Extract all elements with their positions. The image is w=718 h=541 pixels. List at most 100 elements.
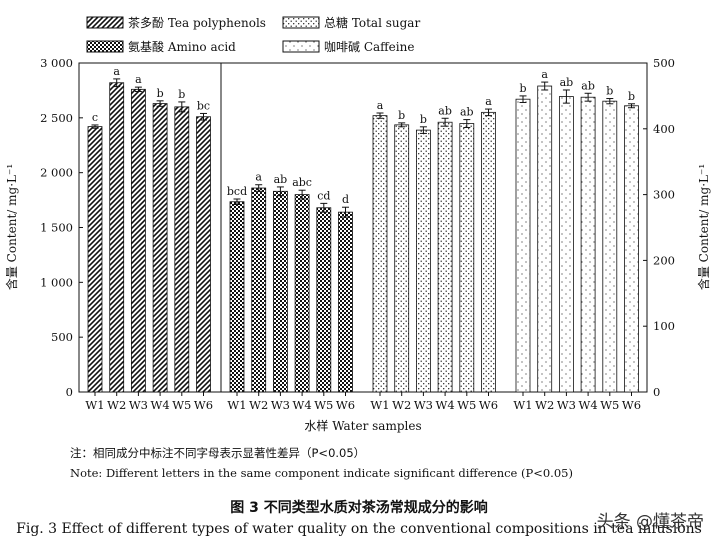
error-bar [376, 112, 384, 119]
x-tick-label: W6 [336, 398, 355, 412]
x-tick-label: W1 [370, 398, 389, 412]
x-tick-label: W2 [392, 398, 411, 412]
legend-label-caffeine: 咖啡碱 Caffeine [324, 39, 414, 54]
y-left-tick-label: 500 [51, 330, 73, 344]
significance-letter: ab [460, 106, 474, 119]
y-left-tick-label: 3 000 [40, 56, 73, 70]
significance-letter: b [606, 85, 613, 98]
significance-letter: c [92, 111, 98, 124]
bar-w4 [294, 194, 310, 393]
bar-w6 [196, 116, 211, 393]
bar-w1 [229, 201, 245, 393]
x-tick-label: W1 [513, 398, 532, 412]
significance-letter: b [519, 82, 526, 95]
bar-w6 [481, 111, 496, 393]
error-bar [419, 126, 427, 134]
legend-item-total-sugar: 总糖 Total sugar [282, 15, 420, 30]
bar-w1 [372, 115, 388, 393]
error-bar [298, 189, 306, 200]
y-left-tick-label: 0 [66, 385, 73, 399]
error-bar [233, 198, 241, 205]
x-tick-label: W5 [600, 398, 619, 412]
x-tick-label: W2 [535, 398, 554, 412]
significance-letter: b [420, 113, 427, 126]
bar-w5 [459, 123, 475, 393]
significance-letter: a [135, 73, 142, 86]
bar-w2 [251, 187, 267, 393]
bar-w6 [624, 105, 639, 393]
error-bar [134, 86, 142, 93]
significance-letter: a [485, 95, 492, 108]
x-tick-label: W3 [557, 398, 576, 412]
legend-item-tea-polyphenols: 茶多酚 Tea polyphenols [86, 15, 266, 30]
x-tick-label: W2 [249, 398, 268, 412]
y-right-tick-label: 300 [653, 188, 675, 202]
error-bar [441, 117, 449, 127]
error-bar [463, 119, 471, 128]
error-bar [320, 202, 328, 213]
bar-w3 [559, 96, 574, 393]
significance-letter: ab [560, 76, 574, 89]
legend-item-amino-acid: 氨基酸 Amino acid [86, 39, 236, 54]
bar-w4 [437, 121, 453, 393]
significance-letter: a [113, 65, 120, 78]
bar-w6 [338, 211, 353, 393]
error-bar [541, 81, 549, 91]
x-tick-label: W5 [457, 398, 476, 412]
significance-letter: ab [438, 104, 452, 117]
x-tick-label: W6 [622, 398, 641, 412]
y-axis-left-title: 含量 Content/ mg·L⁻¹ [4, 164, 19, 290]
x-tick-label: W6 [194, 398, 213, 412]
y-axis-right-ticks: 0 100 200 300 400 500 [643, 56, 675, 399]
x-tick-label: W4 [436, 398, 455, 412]
error-bar [113, 78, 121, 88]
y-left-tick-label: 1 500 [40, 221, 73, 235]
bar-w1 [87, 126, 103, 393]
y-left-tick-label: 1 000 [40, 275, 73, 289]
bar-w5 [174, 106, 190, 393]
significance-letter: d [342, 193, 349, 206]
legend: 茶多酚 Tea polyphenols 氨基酸 Amino acid 总糖 To… [86, 15, 420, 54]
x-tick-label: W5 [172, 398, 191, 412]
significance-letter: a [255, 171, 262, 184]
y-left-tick-label: 2 000 [40, 166, 73, 180]
legend-label-amino-acid: 氨基酸 Amino acid [128, 39, 236, 54]
error-bar [519, 95, 527, 103]
significance-letter: ab [581, 79, 595, 92]
error-bar [342, 206, 349, 218]
error-bar [200, 112, 207, 121]
x-tick-label: W4 [293, 398, 312, 412]
y-axis-right-title: 含量 Content/ mg·L⁻¹ [696, 164, 711, 290]
x-tick-label: W1 [227, 398, 246, 412]
error-bar [485, 108, 492, 117]
x-tick-label: W2 [107, 398, 126, 412]
error-bar [628, 103, 635, 109]
error-bar [178, 101, 186, 113]
significance-letter: b [398, 109, 405, 122]
significance-letter: cd [317, 189, 330, 202]
y-right-tick-label: 200 [653, 253, 675, 267]
x-tick-label: W1 [85, 398, 104, 412]
error-bar [562, 89, 570, 104]
error-bar [584, 92, 592, 102]
x-axis-title: 水样 Water samples [304, 418, 421, 433]
error-bar [276, 186, 284, 197]
y-left-tick-label: 2 500 [40, 111, 73, 125]
significance-letter: bcd [227, 185, 247, 198]
x-tick-label: W3 [129, 398, 148, 412]
x-tick-label: W4 [579, 398, 598, 412]
bar-w3 [415, 129, 431, 393]
x-axis-ticks: W1 W2 W3 W4 W5 W6 W1 W2 W3 W4 W5 W6 W1 W2 W3 W4 W5 W6 W1 W2… [85, 392, 641, 412]
x-tick-label: W3 [414, 398, 433, 412]
series-3: ab bab aba [372, 95, 496, 393]
x-tick-label: W6 [479, 398, 498, 412]
bar-w5 [316, 207, 332, 393]
significance-letter: bc [197, 99, 210, 112]
watermark: 头条 @懂茶帝 [596, 512, 704, 532]
error-bar [398, 122, 406, 128]
error-bar [255, 184, 263, 192]
significance-letter: ab [274, 173, 288, 186]
